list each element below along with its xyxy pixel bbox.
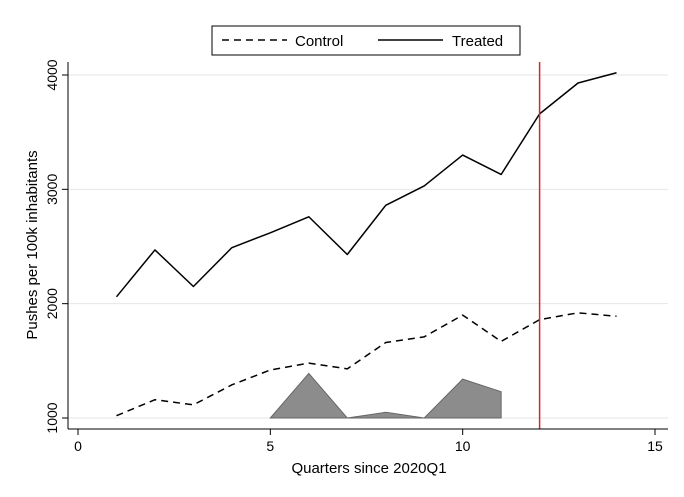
y-tick-label-3: 4000: [44, 59, 60, 90]
grid: [68, 74, 668, 419]
series-line-control: [116, 312, 617, 417]
y-tick-label-2: 3000: [44, 174, 60, 205]
y-axis-title: Pushes per 100k inhabitants: [24, 150, 41, 339]
x-tick-label-1: 5: [266, 438, 274, 454]
y-tick-label-0: 1000: [44, 402, 60, 433]
x-tick-label-2: 10: [455, 438, 471, 454]
series-line-treated: [115, 71, 617, 298]
legend: Control Treated: [211, 25, 521, 56]
x-tick-label-3: 15: [647, 438, 663, 454]
area-layer: [269, 372, 502, 419]
legend-label-control: Control: [295, 33, 343, 50]
axes: 0 5 10 15 1000 2000 3000 4000: [44, 59, 668, 454]
y-tick-label-1: 2000: [44, 288, 60, 319]
x-axis-title: Quarters since 2020Q1: [291, 460, 446, 477]
x-tick-label-0: 0: [74, 438, 82, 454]
legend-label-treated: Treated: [452, 33, 503, 50]
series-layer: [115, 71, 617, 417]
shaded-area: [269, 372, 502, 419]
